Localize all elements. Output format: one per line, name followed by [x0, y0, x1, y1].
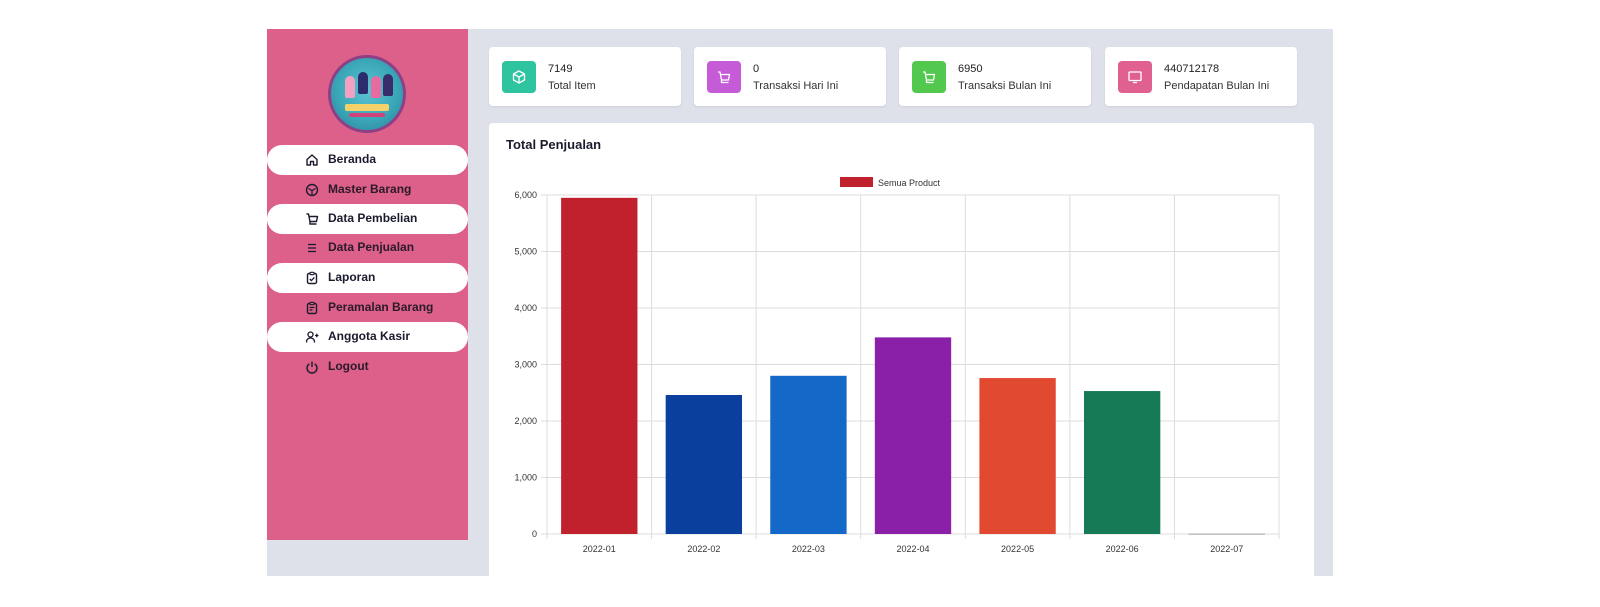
stat-tile [912, 61, 946, 93]
y-tick-label: 2,000 [514, 416, 537, 426]
stat-value: 6950 [958, 63, 983, 75]
clipboard-edit-icon [306, 301, 318, 315]
sidebar-item-laporan[interactable]: Laporan [267, 263, 468, 293]
sidebar-item-beranda[interactable]: Beranda [267, 145, 468, 175]
bar [1188, 533, 1265, 535]
stat-card-total-item: 7149 Total Item [489, 47, 681, 106]
home-icon [306, 154, 318, 166]
legend-swatch [840, 177, 873, 187]
sidebar-item-data-pembelian[interactable]: Data Pembelian [267, 204, 468, 234]
bar [561, 197, 638, 534]
x-tick-label: 2022-04 [896, 544, 929, 554]
app-window: Beranda Master Barang Data Pembelian Dat… [267, 29, 1333, 576]
x-tick-label: 2022-02 [687, 544, 720, 554]
sales-bar-chart: 0 1,000 2,000 3,000 4,000 5,000 6,000 2022-01 20… [514, 177, 1280, 554]
bar [665, 395, 743, 534]
y-tick-label: 4,000 [514, 303, 537, 313]
x-tick-label: 2022-01 [583, 544, 616, 554]
sidebar-item-label: Data Pembelian [328, 211, 418, 225]
y-tick-label: 6,000 [514, 190, 537, 200]
stat-tile [1118, 61, 1152, 93]
box-icon [305, 183, 319, 197]
sidebar-item-label: Peramalan Barang [328, 300, 434, 314]
user-plus-icon [305, 331, 319, 343]
cart-icon [923, 71, 936, 84]
stat-label: Transaksi Hari Ini [753, 80, 839, 92]
stat-value: 7149 [548, 63, 573, 75]
x-tick-label: 2022-05 [1001, 544, 1034, 554]
clipboard-check-icon [306, 271, 318, 285]
sidebar-item-label: Logout [328, 359, 369, 373]
y-tick-label: 5,000 [514, 247, 537, 257]
cart-icon [718, 71, 731, 84]
stat-value: 440712178 [1164, 63, 1220, 75]
cart-icon [306, 213, 319, 225]
sidebar-item-peramalan-barang[interactable]: Peramalan Barang [267, 293, 468, 323]
bar [770, 375, 847, 534]
bar [979, 378, 1056, 534]
stat-value: 0 [753, 63, 760, 75]
y-tick-label: 0 [532, 529, 537, 539]
bar [874, 337, 952, 534]
sidebar-item-label: Data Penjualan [328, 240, 415, 254]
stat-label: Total Item [548, 80, 596, 92]
x-tick-label: 2022-07 [1210, 544, 1243, 554]
stat-label: Transaksi Bulan Ini [958, 80, 1052, 92]
stat-tile [707, 61, 741, 93]
sidebar-item-logout[interactable]: Logout [267, 352, 468, 382]
sales-chart-panel: Total Penjualan 0 1,000 2,000 3,000 4,000 5,0… [489, 123, 1314, 576]
stat-card-transaksi-hari-ini: 0 Transaksi Hari Ini [694, 47, 886, 106]
legend-label: Semua Product [878, 178, 941, 188]
sidebar-item-label: Beranda [328, 152, 377, 166]
list-icon [308, 243, 316, 253]
sidebar-item-label: Anggota Kasir [328, 329, 411, 343]
sidebar: Beranda Master Barang Data Pembelian Dat… [267, 29, 468, 540]
sidebar-item-label: Laporan [328, 270, 376, 284]
stat-tile [502, 61, 536, 93]
x-tick-label: 2022-03 [792, 544, 825, 554]
box-icon [512, 70, 526, 84]
stat-card-pendapatan-bulan-ini: 440712178 Pendapatan Bulan Ini [1105, 47, 1297, 106]
bar [1083, 391, 1161, 534]
monitor-icon [1128, 71, 1142, 84]
sidebar-item-label: Master Barang [328, 182, 412, 196]
sidebar-item-anggota-kasir[interactable]: Anggota Kasir [267, 322, 468, 352]
panel-title: Total Penjualan [506, 137, 602, 152]
sidebar-item-master-barang[interactable]: Master Barang [267, 175, 468, 205]
x-tick-label: 2022-06 [1106, 544, 1139, 554]
store-logo [328, 55, 406, 133]
stat-label: Pendapatan Bulan Ini [1164, 80, 1270, 92]
y-tick-label: 3,000 [514, 360, 537, 370]
power-icon [306, 361, 318, 374]
sidebar-item-data-penjualan[interactable]: Data Penjualan [267, 233, 468, 263]
stat-card-transaksi-bulan-ini: 6950 Transaksi Bulan Ini [899, 47, 1091, 106]
y-tick-label: 1,000 [514, 473, 537, 483]
